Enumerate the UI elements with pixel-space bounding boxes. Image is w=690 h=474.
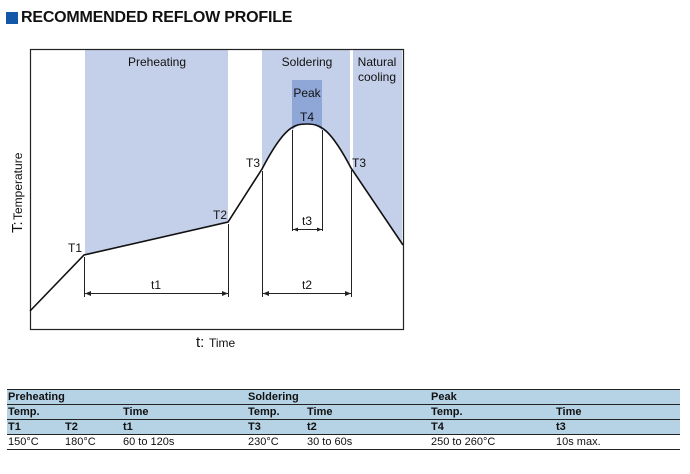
value-cell: 250 to 260°C: [430, 434, 555, 450]
group-peak: Peak: [430, 389, 680, 405]
title-square-icon: [6, 12, 18, 24]
y-axis-symbol: T:: [9, 221, 26, 233]
sub-header: Temp.: [7, 404, 64, 420]
symbol-row: T1 T2 t1 T3 t2 T4 t3: [7, 419, 680, 435]
natural-cooling-label-2: cooling: [358, 70, 396, 84]
sub-header-row: Temp. Time Temp. Time Temp. Time: [7, 404, 680, 420]
peak-label: Peak: [293, 86, 321, 100]
sub-header: Time: [555, 404, 680, 420]
symbol-cell: T1: [7, 419, 64, 435]
t3-arrow-left-icon: [293, 227, 298, 232]
diagram-frame: [29, 48, 405, 331]
symbol-cell: T4: [430, 419, 555, 435]
sub-header: Temp.: [430, 404, 555, 420]
symbol-cell: t2: [306, 419, 430, 435]
t2-label: t2: [302, 278, 312, 292]
natural-cooling-zone: [353, 49, 402, 243]
T3-right-label: T3: [352, 156, 366, 170]
T3-left-label: T3: [246, 156, 260, 170]
value-cell: 60 to 120s: [122, 434, 247, 450]
symbol-cell: T3: [247, 419, 306, 435]
t1-arrow-left-icon: [85, 291, 91, 296]
T2-label: T2: [213, 208, 227, 222]
preheating-zone: [85, 49, 228, 255]
t1-arrow-right-icon: [222, 291, 228, 296]
T1-label: T1: [68, 241, 82, 255]
t3-label: t3: [302, 214, 312, 228]
symbol-cell: T2: [64, 419, 122, 435]
group-preheating: Preheating: [7, 389, 247, 405]
group-header-row: Preheating Soldering Peak: [7, 389, 680, 405]
natural-cooling-label-1: Natural: [358, 55, 397, 69]
group-soldering: Soldering: [247, 389, 430, 405]
value-cell: 10s max.: [555, 434, 680, 450]
title-text: RECOMMENDED REFLOW PROFILE: [21, 9, 293, 26]
x-axis-symbol: t:: [196, 334, 204, 351]
y-axis-label: Temperature: [11, 152, 25, 220]
symbol-cell: t1: [122, 419, 247, 435]
value-cell: 230°C: [247, 434, 306, 450]
sub-header: Time: [306, 404, 430, 420]
page-title: RECOMMENDED REFLOW PROFILE: [6, 9, 292, 27]
t4-label: T4: [300, 110, 314, 124]
dimension-lines: [84, 130, 352, 297]
t3-arrow-right-icon: [317, 227, 322, 232]
value-cell: 180°C: [64, 434, 122, 450]
reflow-table: Preheating Soldering Peak Temp. Time Tem…: [7, 389, 680, 450]
sub-header: Time: [122, 404, 247, 420]
sub-header: [64, 404, 122, 420]
value-cell: 150°C: [7, 434, 64, 450]
t1-label: t1: [151, 278, 161, 292]
value-row: 150°C 180°C 60 to 120s 230°C 30 to 60s 2…: [7, 434, 680, 450]
x-axis-label: Time: [209, 336, 236, 350]
symbol-cell: t3: [555, 419, 680, 435]
reflow-profile-diagram: Preheating Soldering Natural cooling Pea…: [9, 48, 405, 351]
t2-arrow-right-icon: [345, 291, 351, 296]
value-cell: 30 to 60s: [306, 434, 430, 450]
preheating-label: Preheating: [128, 55, 186, 69]
temperature-curve: [29, 123, 404, 312]
soldering-label: Soldering: [282, 55, 333, 69]
t2-arrow-left-icon: [263, 291, 269, 296]
peak-zone: [292, 80, 322, 130]
sub-header: Temp.: [247, 404, 306, 420]
